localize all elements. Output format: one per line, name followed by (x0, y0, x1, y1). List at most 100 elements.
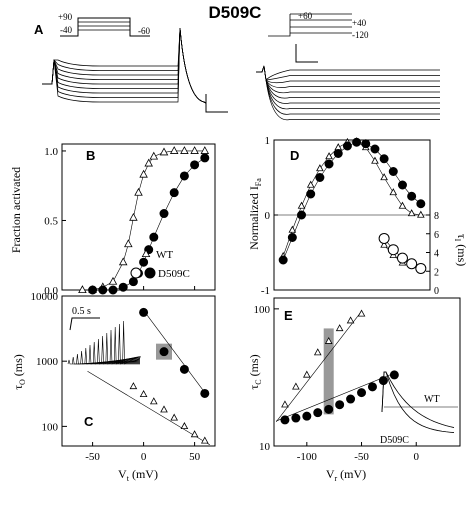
trace-right (256, 65, 440, 84)
data-point-b-d509c (190, 160, 200, 170)
data-point-c-wt (200, 436, 209, 444)
data-point-e-wt (281, 400, 289, 408)
ylabel-sub-d: Fa (254, 178, 263, 186)
data-point-b-wt (129, 212, 138, 221)
data-point-d-tau (406, 258, 418, 270)
data-point-d-wt (380, 240, 388, 248)
data-point-d-d509c (370, 144, 380, 154)
trace-right (256, 65, 440, 81)
inset-scale-bar-c (69, 317, 100, 331)
fit-line-e-d509c (276, 372, 395, 422)
ytick-label-c: 100 (42, 421, 59, 433)
data-point-b-wt (144, 158, 153, 167)
plot-frame-b (61, 143, 216, 291)
data-point-b-d509c (98, 285, 108, 295)
xtick-label-c: -50 (85, 451, 100, 463)
ylabel-unit-c: (ms) (11, 354, 25, 379)
ylabel-d: Normalized IFa (247, 178, 263, 250)
trace-right (256, 65, 440, 115)
data-point-c-wt (160, 405, 168, 413)
y2label-unit-d: (ms) (455, 241, 469, 266)
data-point-e-d509c (313, 408, 323, 418)
trace-right (256, 65, 440, 121)
fit-line-d (282, 141, 421, 257)
xtick-label-e: -100 (297, 451, 318, 463)
xlabel-sub-e: r (335, 474, 338, 483)
data-point-b-wt (180, 146, 189, 154)
data-point-c-wt (139, 390, 148, 398)
data-point-e-d509c (324, 404, 334, 414)
data-point-b-wt (169, 146, 179, 154)
protocol-right-v1: +60 (298, 11, 313, 21)
panel-label-d: D (290, 148, 299, 163)
data-point-d-d509c (333, 149, 343, 158)
ytick-label-d: 1 (265, 135, 271, 147)
data-point-d-d509c (315, 173, 325, 182)
y2tick-label-d: 4 (434, 249, 439, 260)
data-point-b-d509c (179, 171, 189, 181)
data-point-d-tau (378, 232, 390, 244)
data-point-e-wt (346, 316, 355, 324)
data-point-b-wt (190, 146, 199, 154)
trace-right (256, 65, 440, 81)
panel-label-b: B (86, 148, 95, 163)
scale-bar-right (295, 44, 318, 63)
trace-left (42, 27, 207, 104)
data-point-c-d509c (139, 307, 149, 317)
data-point-d-tau (396, 252, 408, 264)
data-point-d-d509c (324, 159, 334, 169)
data-point-b-wt (78, 285, 87, 293)
data-point-e-wt (292, 382, 300, 390)
data-point-d-wt (407, 209, 416, 217)
xlabel-c: Vt (mV) (118, 467, 158, 483)
data-point-b-wt (149, 151, 159, 160)
inset-trace-c (118, 323, 141, 365)
protocol-left-v1: +90 (58, 12, 73, 22)
current-traces-right (256, 65, 440, 121)
data-point-c-d509c (159, 347, 169, 357)
data-point-c-d509c (179, 364, 189, 374)
fit-line-c-wt (87, 371, 211, 446)
data-point-c-wt (180, 422, 189, 430)
data-point-e-wt (335, 324, 344, 332)
data-point-b-d509c (118, 282, 128, 292)
data-point-e-wt (313, 348, 322, 356)
xtick-label-c: 0 (141, 451, 147, 463)
panel-label-c: C (84, 414, 94, 429)
fit-line-d (282, 141, 422, 261)
panel-label-e: E (284, 308, 293, 323)
data-point-d-d509c (407, 191, 417, 201)
legend-label-wt: WT (156, 249, 173, 261)
data-point-b-d509c (108, 285, 118, 295)
protocol-right: +60 +40 -120 (268, 11, 369, 40)
data-point-d-d509c (278, 255, 288, 265)
data-point-d-wt (380, 173, 388, 181)
protocol-left: +90 -40 -60 (58, 12, 150, 37)
inset-trace-e-wt (381, 371, 455, 428)
ylabel-sub-e: C (254, 379, 263, 384)
ylabel-unit-e: (ms) (247, 354, 261, 379)
data-point-d-d509c (306, 189, 316, 199)
data-point-c-d509c (200, 388, 210, 398)
legend-marker-d509c (144, 267, 156, 279)
data-point-d-wt (389, 188, 398, 196)
ytick-label-b: 0.5 (44, 215, 58, 227)
data-point-d-wt (316, 164, 324, 172)
inset-trace-e-d509c (381, 371, 455, 433)
data-point-d-d509c (361, 139, 371, 149)
data-point-b-wt (134, 187, 143, 196)
xtick-label-e: 0 (413, 451, 419, 463)
panel-e: E 10 100 -100 -50 0 τC (ms) Vr (mV) WT D509C (247, 297, 461, 483)
data-point-d-d509c (342, 141, 352, 151)
inset-trace-c (105, 332, 141, 365)
xlabel-e: Vr (mV) (326, 467, 366, 483)
data-point-d-d509c (416, 199, 426, 209)
data-point-d-d509c (287, 233, 297, 242)
data-point-e-d509c (357, 388, 367, 398)
data-point-d-wt (398, 201, 407, 209)
current-traces-left (42, 27, 207, 104)
data-point-b-d509c (169, 188, 179, 198)
ytick-label-e: 100 (254, 304, 271, 316)
data-point-d-d509c (388, 167, 398, 176)
